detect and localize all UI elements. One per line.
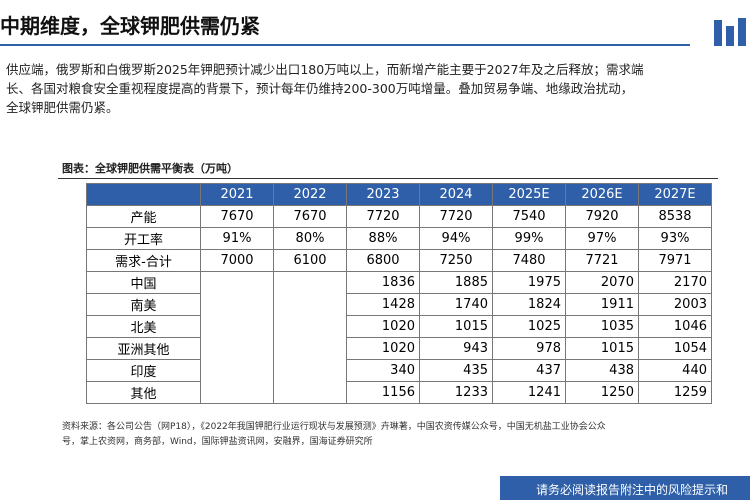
table-cell: 88% [346,227,420,250]
header-row: 2021 2022 2023 2024 2025E 2026E 2027E [86,183,712,206]
slide-title: 中期维度，全球钾肥供需仍紧 [0,14,260,38]
table-cell: 1015 [419,315,493,338]
table-cell: 437 [492,359,566,382]
table-row: 产能 7670 7670 7720 7720 7540 7920 8538 [86,205,712,228]
empty-cell [273,271,347,404]
footer-bar: 请务必阅读报告附注中的风险提示和 [500,476,750,500]
bullet-text: 供应端，俄罗斯和白俄罗斯2025年钾肥预计减少出口180万吨以上，而新增产能主要… [6,60,643,117]
row-label: 中国 [86,271,201,294]
source-note: 资料来源：各公司公告（网P18），《2022年我国钾肥行业运行现状与发展预测》卉… [62,420,606,450]
table-cell: 1428 [346,293,420,316]
table-row: 其他 1156 1233 1241 1250 1259 [86,381,712,404]
header-cell: 2024 [419,183,493,206]
row-label: 北美 [86,315,201,338]
table-cell: 438 [565,359,639,382]
footer-text: 请务必阅读报告附注中的风险提示和 [536,483,729,497]
table-cell: 1259 [638,381,712,404]
table-cell: 1015 [565,337,639,360]
table-cell: 440 [638,359,712,382]
row-label: 其他 [86,381,201,404]
table-cell: 2170 [638,271,712,294]
row-label: 印度 [86,359,201,382]
table-cell: 94% [419,227,493,250]
table-cell: 1241 [492,381,566,404]
table-cell: 1975 [492,271,566,294]
title-rule [0,44,690,46]
header-cell: 2026E [565,183,639,206]
table-cell: 7670 [200,205,274,228]
bullet-line: 长、各国对粮食安全重视程度提高的背景下，预计每年仍维持200-300万吨增量。叠… [6,81,634,96]
table-row: 北美 1020 1015 1025 1035 1046 [86,315,712,338]
table-cell: 91% [200,227,274,250]
table-cell: 6100 [273,249,347,272]
table-cell: 6800 [346,249,420,272]
table-cell: 1911 [565,293,639,316]
source-line: 号，掌上农资网，商务部，Wind，国际钾盐资讯网，安融界，国海证券研究所 [62,437,373,447]
table-row: 亚洲其他 1020 943 978 1015 1054 [86,337,712,360]
table-cell: 978 [492,337,566,360]
header-cell: 2022 [273,183,347,206]
table-cell: 1250 [565,381,639,404]
table-cell: 7250 [419,249,493,272]
row-label: 亚洲其他 [86,337,201,360]
table-cell: 97% [565,227,639,250]
table-cell: 1035 [565,315,639,338]
table-cell: 7721 [565,249,639,272]
table-cell: 8538 [638,205,712,228]
row-label: 需求-合计 [86,249,201,272]
table-cell: 1020 [346,337,420,360]
table-cell: 1836 [346,271,420,294]
header-cell [86,183,201,206]
table-cell: 1054 [638,337,712,360]
row-label: 南美 [86,293,201,316]
empty-cell [200,271,274,404]
row-label: 产能 [86,205,201,228]
source-line: 资料来源：各公司公告（网P18），《2022年我国钾肥行业运行现状与发展预测》卉… [62,422,606,432]
table-row: 需求-合计 7000 6100 6800 7250 7480 7721 7971 [86,249,712,272]
table-cell: 1046 [638,315,712,338]
table-cell: 1156 [346,381,420,404]
table-cell: 1824 [492,293,566,316]
row-label: 开工率 [86,227,201,250]
table-row: 印度 340 435 437 438 440 [86,359,712,382]
table-cell: 2070 [565,271,639,294]
header-cell: 2027E [638,183,712,206]
table-cell: 99% [492,227,566,250]
table-cell: 1233 [419,381,493,404]
table-cell: 943 [419,337,493,360]
table-cell: 435 [419,359,493,382]
table-cell: 7971 [638,249,712,272]
table-cell: 340 [346,359,420,382]
table-cell: 7480 [492,249,566,272]
header-cell: 2025E [492,183,566,206]
data-table: 2021 2022 2023 2024 2025E 2026E 2027E 产能 7670 767… [86,183,712,404]
table-row: 开工率 91% 80% 88% 94% 99% 97% 93% [86,227,712,250]
bullet-line: 供应端，俄罗斯和白俄罗斯2025年钾肥预计减少出口180万吨以上，而新增产能主要… [6,62,644,77]
table-cell: 7720 [346,205,420,228]
table-cell: 2003 [638,293,712,316]
table-cell: 7920 [565,205,639,228]
table-cell: 1885 [419,271,493,294]
table-cell: 7720 [419,205,493,228]
table-cell: 1025 [492,315,566,338]
table-cell: 7000 [200,249,274,272]
table-row: 中国 1836 1885 1975 2070 2170 [86,271,712,404]
table-cell: 1020 [346,315,420,338]
table-cell: 93% [638,227,712,250]
table-cell: 7670 [273,205,347,228]
table-cell: 80% [273,227,347,250]
header-cell: 2023 [346,183,420,206]
table-cell: 7540 [492,205,566,228]
bullet-line: 全球钾肥供需仍紧。 [6,100,119,115]
table-cell: 1740 [419,293,493,316]
header-cell: 2021 [200,183,274,206]
table-row: 南美 1428 1740 1824 1911 2003 [86,293,712,316]
table-caption: 图表：全球钾肥供需平衡表（万吨） [62,162,238,175]
logo [714,18,746,46]
caption-rule [58,178,718,179]
